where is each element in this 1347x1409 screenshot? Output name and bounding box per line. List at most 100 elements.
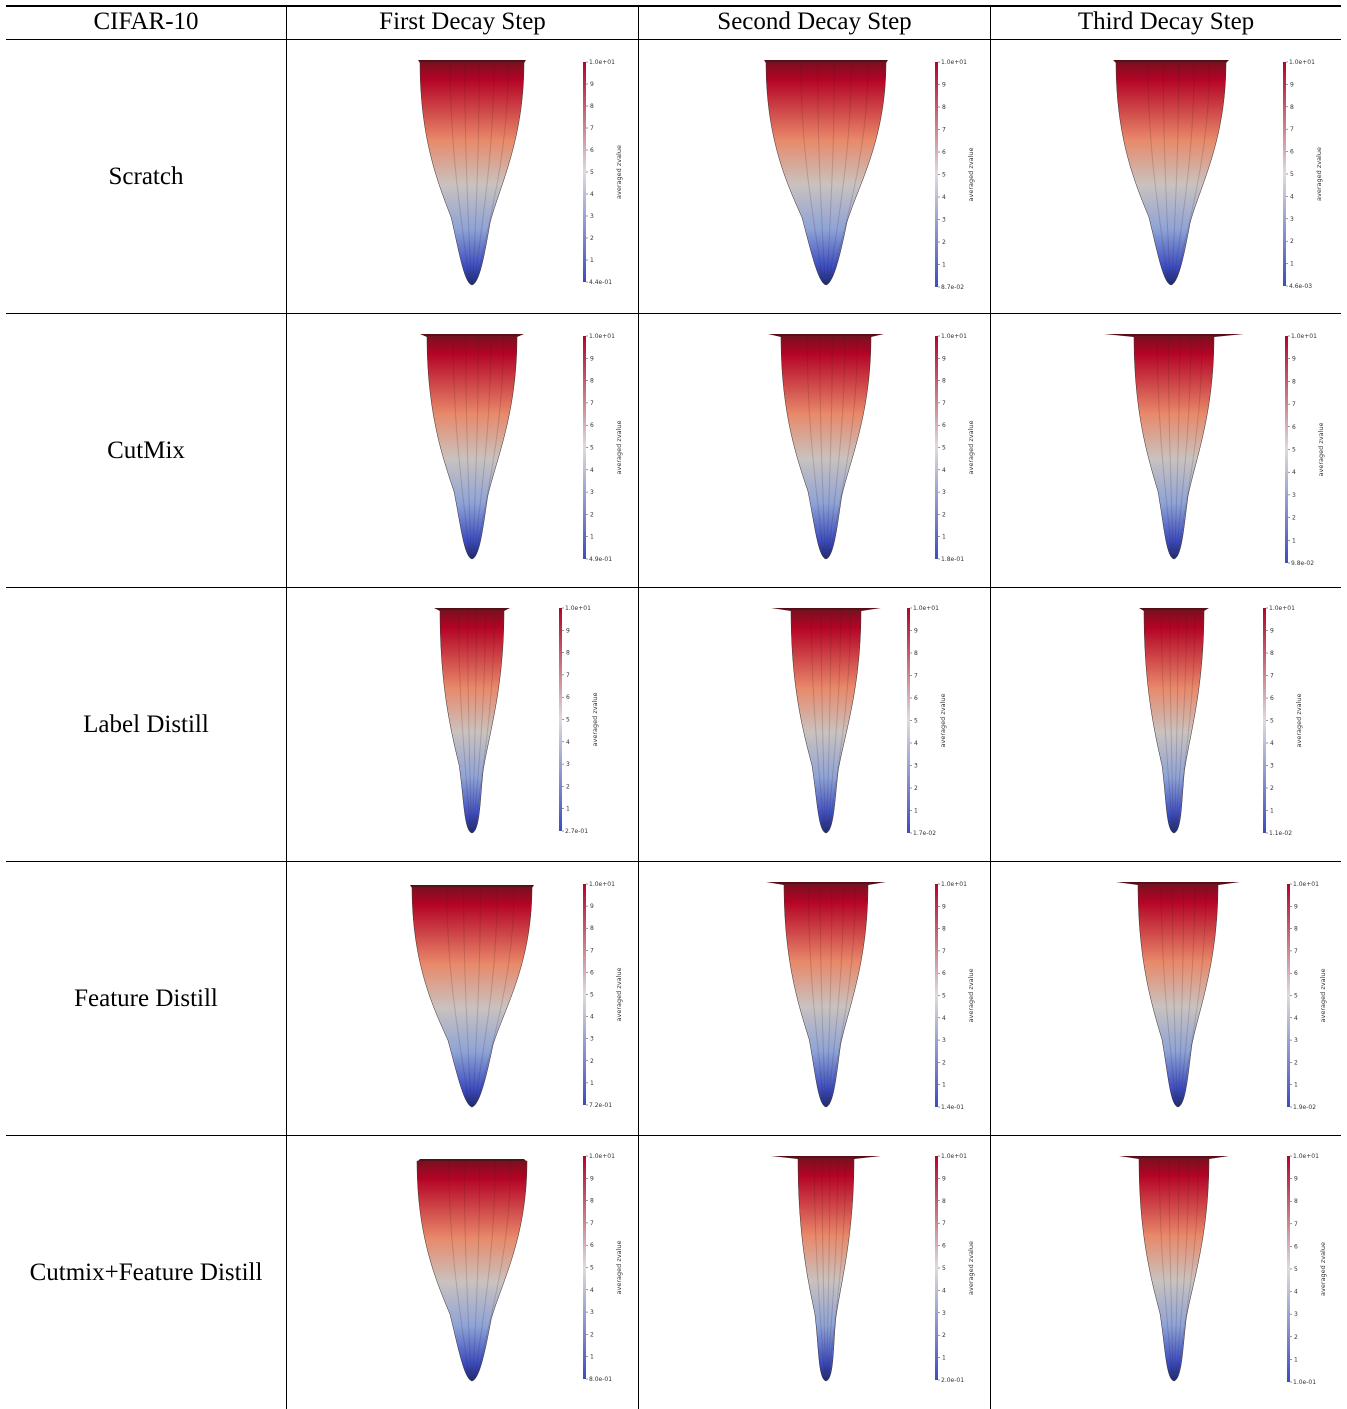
colorbar-tick-label: 1	[590, 1080, 594, 1087]
colorbar-tick-label: 5	[1292, 447, 1296, 454]
colorbar-tick-label: 6	[914, 695, 918, 702]
colorbar	[1287, 884, 1290, 1107]
colorbar-tick-label: 1	[942, 262, 946, 269]
colorbar-tick-label: 5	[1294, 1266, 1298, 1273]
colorbar-tick-label: 7	[1292, 401, 1296, 408]
colorbar-tick-label: 2	[590, 1331, 594, 1338]
landscape-cell: 1.0e+01 9 8 7 6 5 4 3 2 1 2.0e-01 averaged zvalue	[639, 1136, 990, 1409]
colorbar-tick-label: 8	[590, 378, 594, 385]
loss-surface	[1133, 335, 1215, 560]
loss-surface	[1137, 883, 1219, 1108]
colorbar	[935, 62, 938, 287]
colorbar-tick-label: 9	[566, 627, 570, 634]
colorbar-tick-label: 4	[1294, 1015, 1298, 1022]
colorbar-tick-label: 3	[590, 1036, 594, 1043]
colorbar-tick-label: 6	[590, 969, 594, 976]
colorbar-tick-label: 6	[942, 970, 946, 977]
loss-landscape-plot: 1.0e+01 9 8 7 6 5 4 3 2 1 8.7e-02 averaged zvalue	[764, 59, 975, 291]
colorbar-tick-label: 9	[1292, 356, 1296, 363]
colorbar-tick-label: 4	[590, 1014, 594, 1021]
colorbar-tick-label: 8	[1290, 104, 1294, 111]
colorbar-tick-label: 9	[942, 82, 946, 89]
colorbar-tick-label: 8	[942, 1198, 946, 1205]
colorbar-max-label: 1.0e+01	[913, 605, 939, 612]
row-rule	[6, 861, 1341, 862]
colorbar-tick-label: 3	[590, 489, 594, 496]
colorbar-tick-label: 3	[942, 1037, 946, 1044]
colorbar-min-label: 4.6e-03	[1289, 283, 1312, 290]
colorbar-title: averaged zvalue	[615, 421, 623, 475]
colorbar-tick-label: 7	[942, 1220, 946, 1227]
colorbar-tick-label: 3	[1270, 763, 1274, 770]
colorbar-max-label: 1.0e+01	[941, 333, 967, 340]
colorbar-tick-label: 1	[1292, 537, 1296, 544]
colorbar-tick-label: 6	[942, 1243, 946, 1250]
colorbar-tick-label: 7	[566, 672, 570, 679]
colorbar-max-label: 1.0e+01	[1293, 881, 1319, 888]
loss-landscape-plot: 1.0e+01 9 8 7 6 5 4 3 2 1 1.7e-02 averaged zvalue	[771, 605, 947, 837]
colorbar-title: averaged zvalue	[967, 148, 975, 202]
colorbar-min-label: 9.8e-02	[1291, 560, 1314, 567]
colorbar-tick-label: 4	[1294, 1289, 1298, 1296]
colorbar-tick-label: 2	[942, 1332, 946, 1339]
loss-landscape-plot: 1.0e+01 9 8 7 6 5 4 3 2 1 4.9e-01 averaged zvalue	[420, 333, 623, 563]
colorbar-tick-label: 6	[942, 422, 946, 429]
loss-surface	[416, 1160, 528, 1382]
column-rule	[638, 6, 639, 1409]
colorbar-tick-label: 2	[914, 785, 918, 792]
colorbar	[1285, 336, 1288, 563]
colorbar-tick-label: 5	[1290, 171, 1294, 178]
colorbar-min-label: 1.7e-02	[913, 830, 936, 837]
colorbar-tick-label: 5	[590, 1265, 594, 1272]
colorbar-tick-label: 1	[1294, 1356, 1298, 1363]
colorbar-tick-label: 1	[914, 808, 918, 815]
loss-landscape-plot: 1.0e+01 9 8 7 6 5 4 3 2 1 1.4e-01 averaged zvalue	[766, 881, 975, 1111]
row-label: CutMix	[107, 436, 185, 464]
landscape-cell: 1.0e+01 9 8 7 6 5 4 3 2 1 8.0e-01 averaged zvalue	[287, 1136, 638, 1409]
colorbar-tick-label: 2	[590, 511, 594, 518]
colorbar-tick-label: 8	[590, 103, 594, 110]
colorbar-tick-label: 3	[914, 763, 918, 770]
colorbar-title: averaged zvalue	[1315, 147, 1323, 201]
landscape-cell: 1.0e+01 9 8 7 6 5 4 3 2 1 1.7e-02 averaged zvalue	[639, 588, 990, 861]
colorbar-title: averaged zvalue	[1319, 1242, 1327, 1296]
colorbar	[1283, 62, 1286, 286]
column-rule	[990, 6, 991, 1409]
colorbar-max-label: 1.0e+01	[589, 333, 615, 340]
landscape-cell: 1.0e+01 9 8 7 6 5 4 3 2 1 1.8e-01 averaged zvalue	[639, 314, 990, 587]
colorbar	[583, 884, 586, 1105]
colorbar-tick-label: 7	[1270, 673, 1274, 680]
colorbar-max-label: 1.0e+01	[1291, 333, 1317, 340]
colorbar-tick-label: 9	[1270, 628, 1274, 635]
row-rule	[6, 313, 1341, 314]
loss-landscape-plot: 1.0e+01 9 8 7 6 5 4 3 2 1 2.0e-01 averaged zvalue	[771, 1153, 975, 1384]
colorbar-tick-label: 1	[942, 1355, 946, 1362]
colorbar-tick-label: 9	[590, 81, 594, 88]
colorbar-min-label: 1.8e-01	[941, 556, 964, 563]
colorbar-tick-label: 9	[1294, 1176, 1298, 1183]
colorbar-max-label: 1.0e+01	[565, 605, 591, 612]
loss-landscape-plot: 1.0e+01 9 8 7 6 5 4 3 2 1 1.9e-02 averaged zvalue	[1116, 881, 1327, 1111]
landscape-cell: 1.0e+01 9 8 7 6 5 4 3 2 1 9.8e-02 averaged zvalue	[991, 314, 1342, 587]
colorbar-tick-label: 8	[590, 1198, 594, 1205]
loss-landscape-plot: 1.0e+01 9 8 7 6 5 4 3 2 1 1.0e-01 averaged zvalue	[1119, 1153, 1327, 1386]
loss-surface	[790, 609, 862, 834]
colorbar-tick-label: 8	[566, 650, 570, 657]
loss-landscape-plot: 1.0e+01 9 8 7 6 5 4 3 2 1 4.6e-03 averaged zvalue	[1113, 59, 1323, 290]
row-label: Scratch	[108, 162, 184, 190]
colorbar-tick-label: 5	[566, 717, 570, 724]
colorbar-title: averaged zvalue	[967, 421, 975, 475]
colorbar-tick-label: 4	[1270, 740, 1274, 747]
colorbar-tick-label: 5	[590, 992, 594, 999]
colorbar-min-label: 4.9e-01	[589, 556, 612, 563]
colorbar-tick-label: 7	[942, 127, 946, 134]
colorbar-min-label: 4.4e-01	[589, 279, 612, 286]
colorbar-tick-label: 4	[914, 740, 918, 747]
loss-landscape-plot: 1.0e+01 9 8 7 6 5 4 3 2 1 1.8e-01 averaged zvalue	[768, 333, 975, 563]
colorbar-tick-label: 8	[1294, 1198, 1298, 1205]
colorbar	[907, 608, 910, 833]
colorbar-min-label: 2.0e-01	[941, 1377, 964, 1384]
colorbar-tick-label: 6	[1292, 424, 1296, 431]
colorbar-tick-label: 1	[1290, 261, 1294, 268]
colorbar-title: averaged zvalue	[1295, 694, 1303, 748]
